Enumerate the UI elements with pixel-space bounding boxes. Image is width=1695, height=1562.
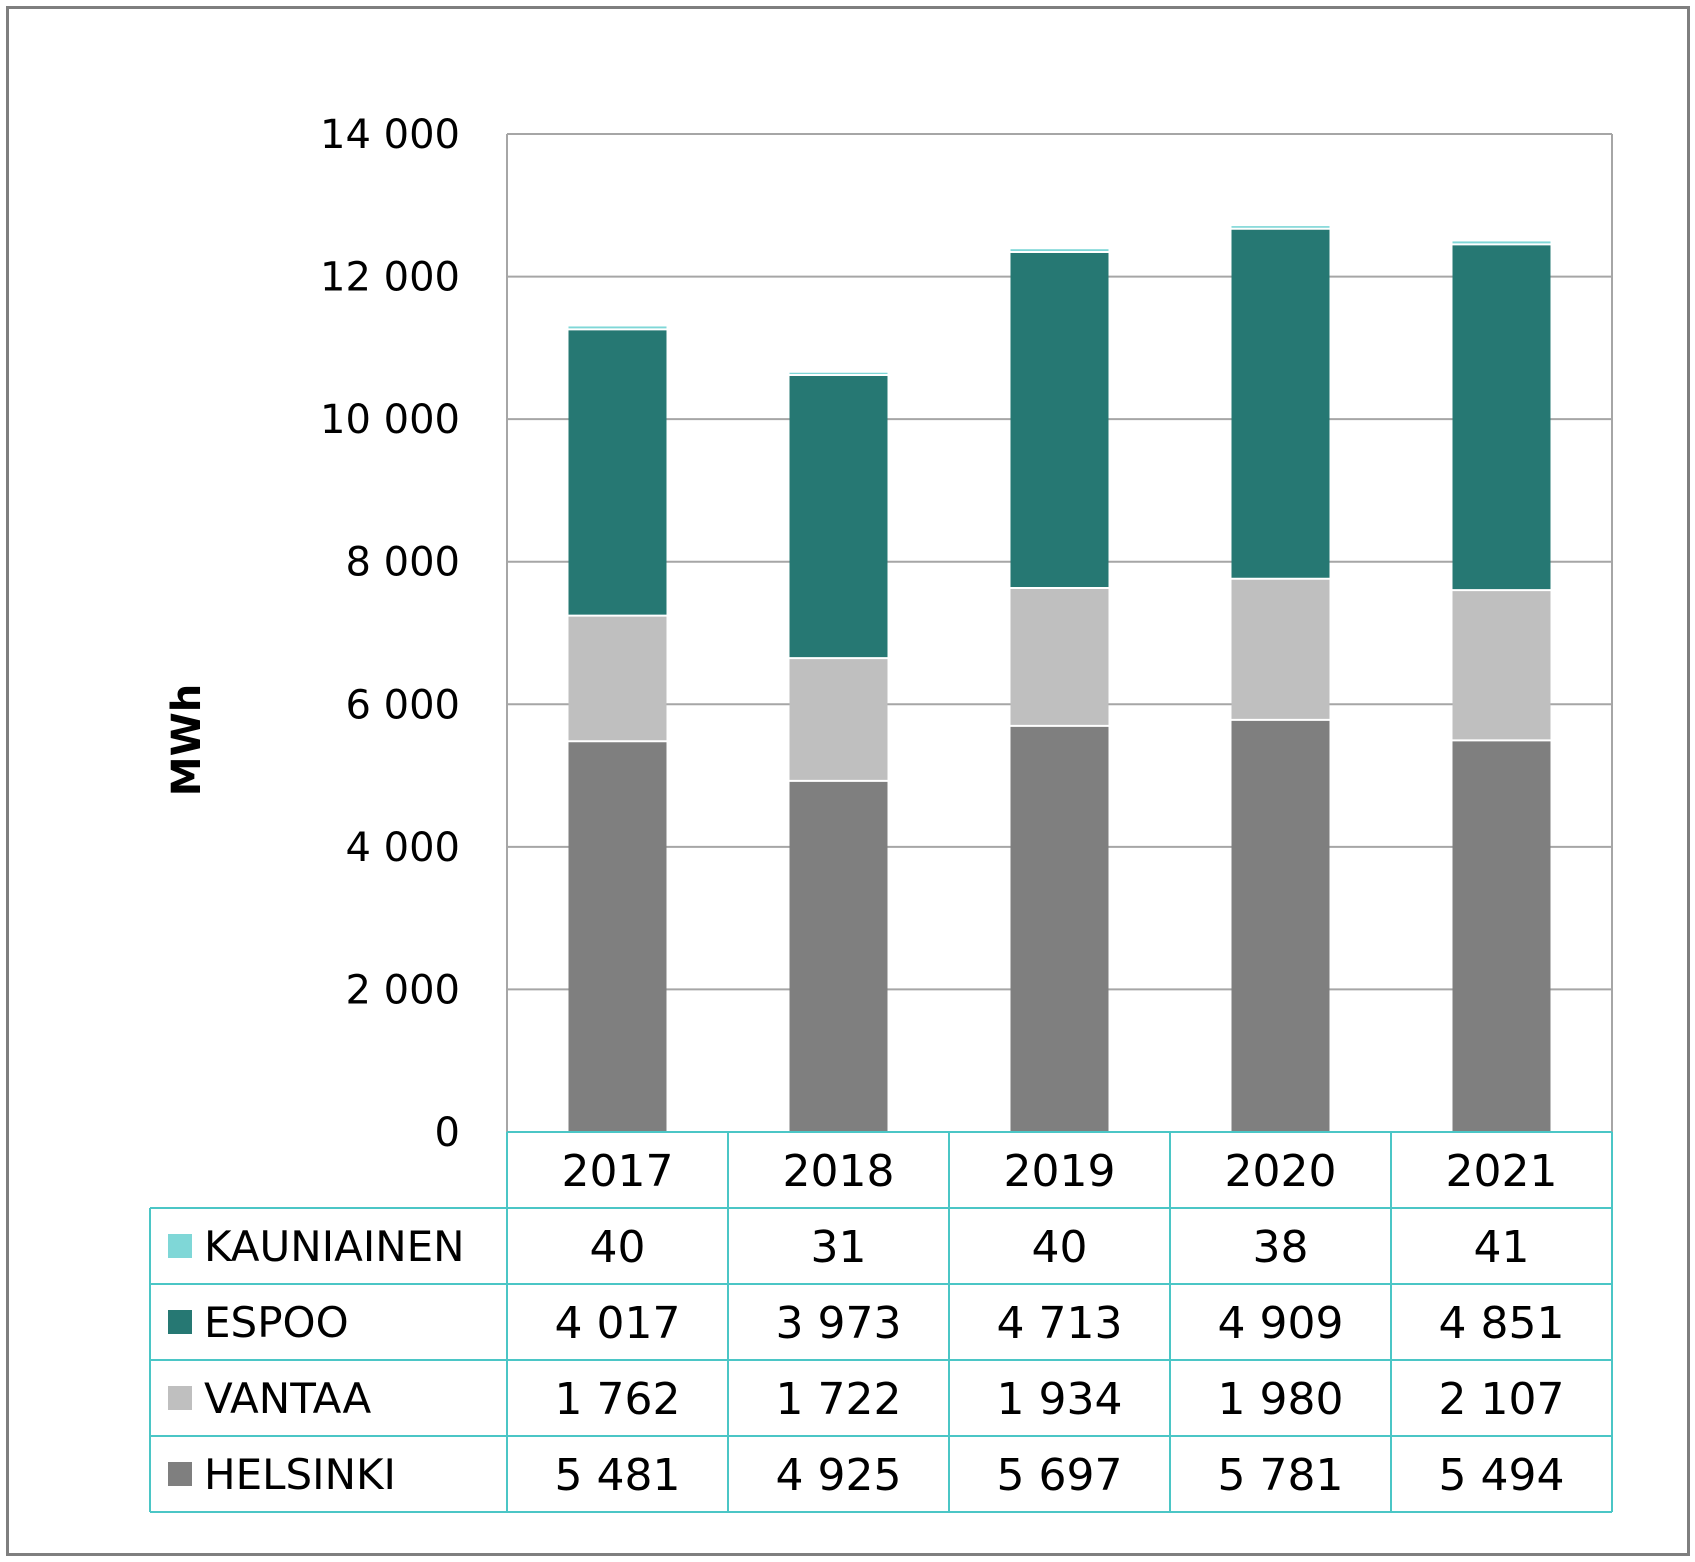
- data-label: 4 909: [1218, 1298, 1344, 1349]
- series-label-vantaa: VANTAA: [204, 1374, 371, 1423]
- bar-helsinki-2017: [568, 741, 667, 1132]
- bar-vantaa-2017: [568, 615, 667, 742]
- bar-vantaa-2019: [1010, 588, 1109, 726]
- series-label-helsinki: HELSINKI: [204, 1450, 396, 1499]
- x-category-label: 2020: [1225, 1146, 1337, 1197]
- data-label: 5 481: [555, 1450, 681, 1501]
- y-tick-label: 0: [435, 1110, 460, 1156]
- bar-helsinki-2020: [1231, 719, 1330, 1132]
- bar-espoo-2017: [568, 329, 667, 616]
- y-tick-label: 10 000: [320, 397, 460, 443]
- legend-key-kauniainen: [168, 1234, 192, 1258]
- y-tick-label: 12 000: [320, 255, 460, 301]
- data-label: 40: [1032, 1222, 1088, 1273]
- data-label: 5 781: [1218, 1450, 1344, 1501]
- legend-key-vantaa: [168, 1386, 192, 1410]
- data-label: 4 851: [1439, 1298, 1565, 1349]
- bar-helsinki-2019: [1010, 725, 1109, 1132]
- y-tick-label: 8 000: [345, 540, 460, 586]
- bar-helsinki-2021: [1452, 740, 1551, 1132]
- bar-espoo-2020: [1231, 228, 1330, 579]
- legend-key-espoo: [168, 1310, 192, 1334]
- y-tick-label: 14 000: [320, 112, 460, 158]
- y-tick-label: 6 000: [345, 682, 460, 728]
- data-label: 41: [1474, 1222, 1530, 1273]
- series-label-kauniainen: KAUNIAINEN: [204, 1222, 465, 1271]
- x-category-label: 2018: [783, 1146, 895, 1197]
- y-axis-label: MWh: [164, 684, 210, 796]
- bar-kauniainen-2021: [1452, 241, 1551, 245]
- data-label: 3 973: [776, 1298, 902, 1349]
- bar-espoo-2019: [1010, 252, 1109, 589]
- series-label-espoo: ESPOO: [204, 1298, 349, 1347]
- data-label: 38: [1253, 1222, 1309, 1273]
- data-label: 5 697: [997, 1450, 1123, 1501]
- bar-kauniainen-2020: [1231, 226, 1330, 229]
- bar-vantaa-2021: [1452, 590, 1551, 741]
- data-label: 1 762: [555, 1374, 681, 1425]
- data-label: 31: [811, 1222, 867, 1273]
- x-category-label: 2019: [1004, 1146, 1116, 1197]
- bar-kauniainen-2018: [789, 372, 888, 375]
- bar-helsinki-2018: [789, 780, 888, 1132]
- data-label: 1 722: [776, 1374, 902, 1425]
- bar-kauniainen-2017: [568, 326, 667, 330]
- y-tick-label: 4 000: [345, 825, 460, 871]
- legend-key-helsinki: [168, 1462, 192, 1486]
- data-label: 1 980: [1218, 1374, 1344, 1425]
- x-category-label: 2021: [1446, 1146, 1558, 1197]
- y-tick-label: 2 000: [345, 967, 460, 1013]
- data-label: 4 713: [997, 1298, 1123, 1349]
- data-label: 4 925: [776, 1450, 902, 1501]
- bar-espoo-2021: [1452, 244, 1551, 591]
- bar-kauniainen-2019: [1010, 249, 1109, 253]
- data-label: 2 107: [1439, 1374, 1565, 1425]
- data-label: 5 494: [1439, 1450, 1565, 1501]
- data-label: 40: [590, 1222, 646, 1273]
- data-label: 1 934: [997, 1374, 1123, 1425]
- data-label: 4 017: [555, 1298, 681, 1349]
- bar-vantaa-2020: [1231, 578, 1330, 720]
- x-category-label: 2017: [562, 1146, 674, 1197]
- bar-vantaa-2018: [789, 658, 888, 781]
- bar-espoo-2018: [789, 374, 888, 659]
